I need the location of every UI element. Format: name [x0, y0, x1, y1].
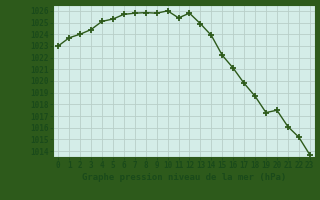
X-axis label: Graphe pression niveau de la mer (hPa): Graphe pression niveau de la mer (hPa)	[82, 173, 286, 182]
